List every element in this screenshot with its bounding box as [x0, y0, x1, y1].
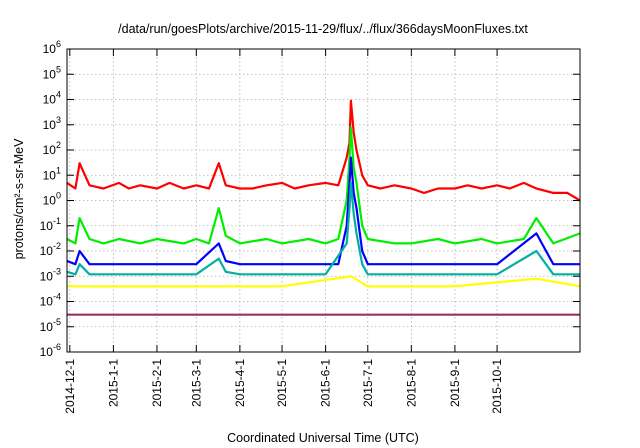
y-tick-label: 102 [43, 140, 61, 157]
chart-title: /data/run/goesPlots/archive/2015-11-29/f… [118, 22, 528, 36]
y-tick-label: 105 [43, 64, 61, 81]
series-line-5 [67, 275, 581, 288]
y-tick-label: 103 [43, 115, 61, 132]
axis-ticks: 10-6 10-5 10-4 10-3 10-2 10-1 100 101 102 103 104 1… [40, 39, 580, 414]
x-tick-label: 2015-10-1 [490, 359, 504, 414]
y-tick-label: 101 [43, 165, 61, 182]
x-tick-label: 2015-7-1 [361, 359, 375, 407]
y-tick-label: 106 [43, 39, 61, 56]
x-tick-label: 2015-5-1 [275, 359, 289, 407]
series-line-4 [66, 181, 580, 276]
y-tick-label: 10-4 [40, 292, 61, 309]
x-tick-label: 2015-6-1 [319, 359, 333, 407]
series-line-2 [66, 126, 581, 245]
x-tick-label: 2015-4-1 [233, 359, 247, 407]
series-group [66, 99, 581, 316]
x-tick-label: 2015-3-1 [189, 359, 203, 407]
y-tick-label: 10-1 [40, 216, 61, 233]
x-tick-label: 2015-8-1 [404, 359, 418, 407]
y-tick-label: 104 [43, 90, 61, 107]
y-tick-label: 10-2 [40, 241, 61, 258]
x-axis-label: Coordinated Universal Time (UTC) [227, 431, 419, 445]
x-tick-label: 2015-9-1 [448, 359, 462, 407]
y-tick-label: 100 [43, 191, 61, 208]
y-tick-label: 10-3 [40, 266, 61, 283]
y-axis-label: protons/cm²-s-sr-MeV [12, 138, 26, 260]
grid [67, 49, 580, 352]
y-tick-label: 10-6 [40, 342, 61, 359]
series-line-3 [66, 156, 580, 266]
series-line-1 [66, 99, 581, 202]
x-tick-label: 2015-2-1 [150, 359, 164, 407]
x-tick-label: 2014-12-1 [63, 359, 77, 414]
y-tick-label: 10-5 [40, 317, 61, 334]
x-tick-label: 2015-1-1 [106, 359, 120, 407]
